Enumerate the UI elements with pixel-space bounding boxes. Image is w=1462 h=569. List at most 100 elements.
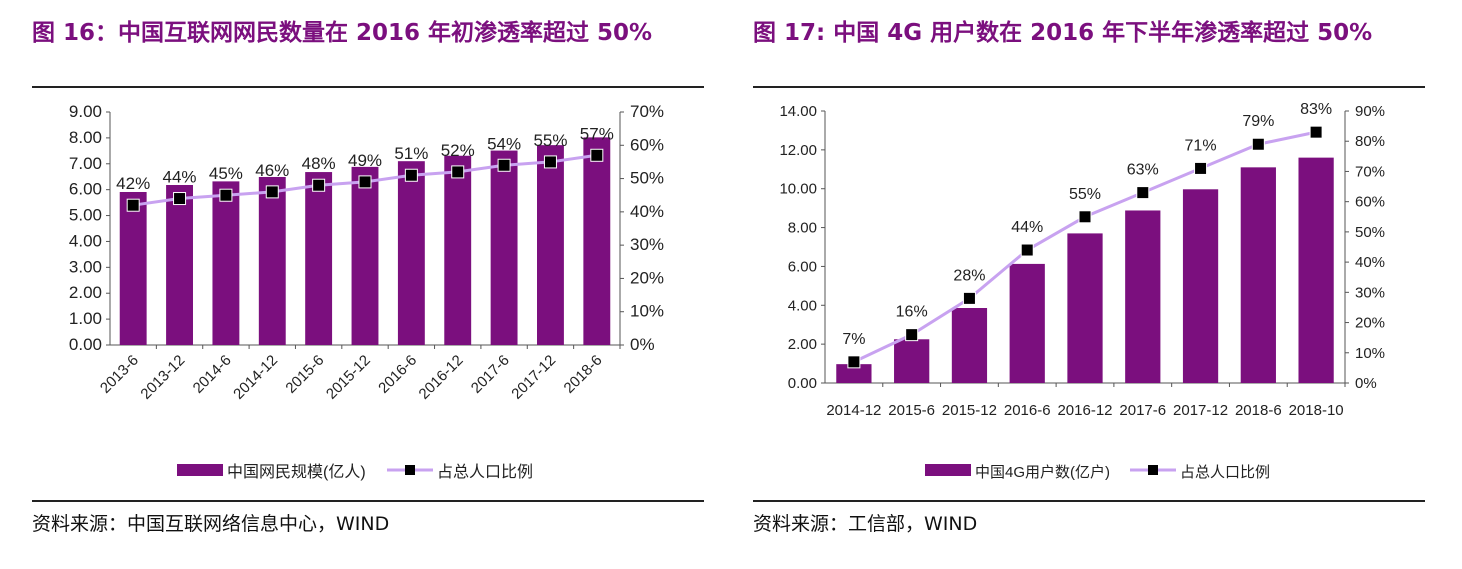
left-axis-tick-label: 2.00	[69, 283, 102, 302]
category-label: 2016-12	[1057, 402, 1112, 419]
ratio-marker	[1020, 243, 1034, 257]
ratio-data-label: 55%	[533, 131, 567, 150]
ratio-marker	[590, 148, 604, 162]
right-axis-tick-label: 0%	[1355, 375, 1377, 392]
ratio-data-label: 51%	[394, 144, 428, 163]
ratio-data-label: 71%	[1185, 137, 1217, 154]
right-axis-tick-label: 70%	[1355, 163, 1385, 180]
ratio-marker	[451, 165, 465, 179]
category-label: 2015-6	[282, 352, 327, 397]
bar	[951, 308, 988, 383]
ratio-data-label: 83%	[1300, 101, 1332, 118]
right-axis-tick-label: 60%	[630, 135, 664, 154]
source-text: 资料来源：中国互联网络信息中心，WIND	[32, 513, 390, 535]
bar	[212, 181, 240, 345]
right-axis-tick-label: 60%	[1355, 194, 1385, 211]
right-axis-tick-label: 40%	[1355, 254, 1385, 271]
title-rule	[32, 86, 704, 88]
ratio-data-label: 54%	[487, 134, 521, 153]
left-axis-tick-label: 4.00	[788, 297, 817, 314]
figure-title: 图 17: 中国 4G 用户数在 2016 年下半年渗透率超过 50%	[753, 20, 1373, 46]
left-axis-tick-label: 1.00	[69, 309, 102, 328]
source-rule	[32, 500, 704, 502]
left-axis-tick-label: 0.00	[69, 335, 102, 354]
bar	[1067, 233, 1103, 383]
legend-line-marker	[1148, 465, 1158, 475]
ratio-data-label: 42%	[116, 174, 150, 193]
ratio-data-label: 46%	[255, 161, 289, 180]
left-axis-tick-label: 6.00	[69, 180, 102, 199]
ratio-marker	[173, 192, 187, 206]
bar	[894, 339, 930, 383]
category-label: 2015-12	[942, 402, 997, 419]
ratio-marker	[962, 291, 976, 305]
bar	[305, 172, 333, 345]
category-label: 2015-6	[888, 402, 935, 419]
ratio-data-label: 55%	[1069, 186, 1101, 203]
bar	[1009, 263, 1045, 383]
category-label: 2018-10	[1289, 402, 1344, 419]
ratio-marker	[219, 188, 233, 202]
ratio-marker	[1136, 186, 1150, 200]
category-label: 2016-12	[416, 352, 467, 403]
right-axis-tick-label: 30%	[1355, 284, 1385, 301]
ratio-data-label: 44%	[163, 168, 197, 187]
bar	[444, 155, 472, 345]
left-axis-tick-label: 0.00	[788, 375, 817, 392]
category-label: 2014-12	[826, 402, 881, 419]
bar	[490, 150, 518, 345]
bar	[351, 166, 379, 345]
bar	[836, 364, 872, 383]
right-axis-tick-label: 20%	[630, 268, 664, 287]
ratio-marker	[1251, 137, 1265, 151]
category-label: 2013-6	[97, 352, 142, 397]
left-axis-tick-label: 8.00	[69, 128, 102, 147]
source-text: 资料来源：工信部，WIND	[753, 513, 978, 535]
bar	[397, 161, 425, 345]
ratio-marker	[358, 175, 372, 189]
ratio-marker	[1309, 125, 1323, 139]
left-axis-tick-label: 9.00	[69, 102, 102, 121]
category-label: 2018-6	[1235, 402, 1282, 419]
right-axis-tick-label: 70%	[630, 102, 664, 121]
category-label: 2017-12	[1173, 402, 1228, 419]
ratio-marker	[265, 185, 279, 199]
ratio-marker	[312, 178, 326, 192]
title-rule	[753, 86, 1425, 88]
category-label: 2016-6	[1004, 402, 1051, 419]
category-label: 2014-12	[230, 352, 281, 403]
bar	[119, 191, 147, 345]
legend-bar-label: 中国4G用户数(亿户)	[975, 464, 1110, 481]
category-label: 2013-12	[137, 352, 188, 403]
right-axis-tick-label: 20%	[1355, 315, 1385, 332]
bar	[1182, 189, 1219, 383]
right-axis-tick-label: 10%	[1355, 345, 1385, 362]
left-axis-tick-label: 8.00	[788, 220, 817, 237]
legend-bar-swatch	[925, 464, 971, 476]
legend-line-label: 占总人口比例	[437, 463, 533, 481]
bar	[1125, 210, 1161, 383]
category-label: 2018-6	[561, 352, 606, 397]
figure-title: 图 16：中国互联网网民数量在 2016 年初渗透率超过 50%	[32, 20, 653, 46]
category-label: 2017-6	[1119, 402, 1166, 419]
ratio-data-label: 7%	[842, 331, 865, 348]
ratio-marker	[404, 168, 418, 182]
left-axis-tick-label: 10.00	[779, 181, 817, 198]
ratio-marker	[497, 158, 511, 172]
bar	[537, 145, 564, 345]
ratio-data-label: 28%	[953, 267, 985, 284]
category-label: 2017-12	[508, 352, 559, 403]
ratio-marker	[1194, 161, 1208, 175]
left-axis-tick-label: 3.00	[69, 257, 102, 276]
legend-line-marker	[405, 465, 415, 475]
ratio-marker	[126, 198, 140, 212]
right-axis-tick-label: 30%	[630, 235, 664, 254]
category-label: 2017-6	[468, 352, 513, 397]
legend-bar-label: 中国网民规模(亿人)	[227, 463, 366, 481]
left-axis-tick-label: 6.00	[788, 258, 817, 275]
ratio-data-label: 44%	[1011, 219, 1043, 236]
ratio-data-label: 16%	[896, 304, 928, 321]
legend-bar-swatch	[177, 464, 223, 476]
category-label: 2015-12	[323, 352, 374, 403]
ratio-data-label: 63%	[1127, 162, 1159, 179]
